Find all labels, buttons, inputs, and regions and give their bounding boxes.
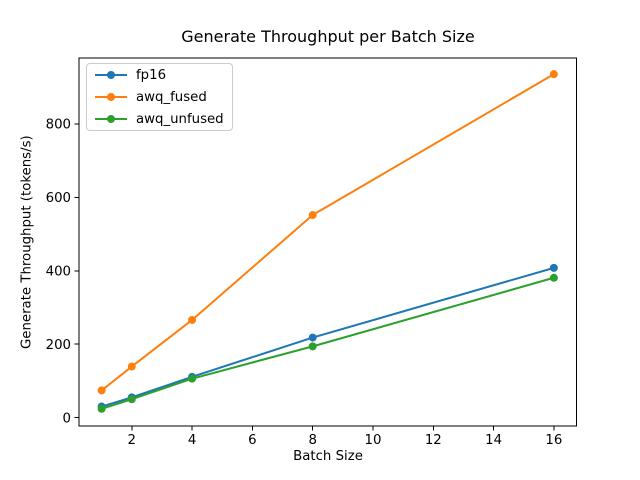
x-tick-label: 2: [128, 433, 136, 448]
data-point-awq_unfused: [127, 395, 136, 404]
legend-line-marker-icon: [95, 115, 127, 123]
x-tick-label: 16: [545, 433, 562, 448]
legend-label: awq_unfused: [136, 111, 224, 127]
legend-item-awq_fused: awq_fused: [94, 86, 224, 108]
data-point-awq_fused: [127, 362, 136, 371]
data-point-awq_fused: [549, 70, 558, 79]
data-point-awq_unfused: [188, 374, 197, 383]
x-tick-label: 6: [248, 433, 256, 448]
legend-label: fp16: [136, 67, 167, 83]
x-tick-label: 8: [308, 433, 316, 448]
x-tick-label: 14: [485, 433, 502, 448]
x-axis-label: Batch Size: [293, 449, 363, 464]
x-tick-label: 4: [188, 433, 196, 448]
data-point-awq_fused: [188, 315, 197, 324]
legend-item-awq_unfused: awq_unfused: [94, 108, 224, 130]
legend: fp16 awq_fused awq_unfused: [86, 63, 233, 131]
data-point-awq_unfused: [97, 404, 106, 413]
series-line-awq_unfused: [100, 276, 555, 410]
legend-line-marker-icon: [95, 71, 127, 79]
data-point-awq_unfused: [549, 273, 558, 282]
data-point-awq_unfused: [308, 342, 317, 351]
axes-frame: [78, 57, 577, 427]
chart-title: Generate Throughput per Batch Size: [181, 27, 475, 46]
data-point-awq_fused: [97, 386, 106, 395]
y-tick-label: 200: [46, 338, 71, 353]
x-tick-label: 10: [365, 433, 382, 448]
y-tick-label: 600: [46, 191, 71, 206]
y-tick-label: 400: [46, 265, 71, 280]
y-tick-label: 0: [63, 411, 71, 426]
legend-item-fp16: fp16: [94, 64, 224, 86]
x-tick-label: 12: [425, 433, 442, 448]
data-point-fp16: [308, 333, 317, 342]
data-point-awq_fused: [308, 211, 317, 220]
legend-label: awq_fused: [136, 89, 207, 105]
legend-line-marker-icon: [95, 93, 127, 101]
y-tick-label: 800: [46, 118, 71, 133]
data-point-fp16: [549, 263, 558, 272]
